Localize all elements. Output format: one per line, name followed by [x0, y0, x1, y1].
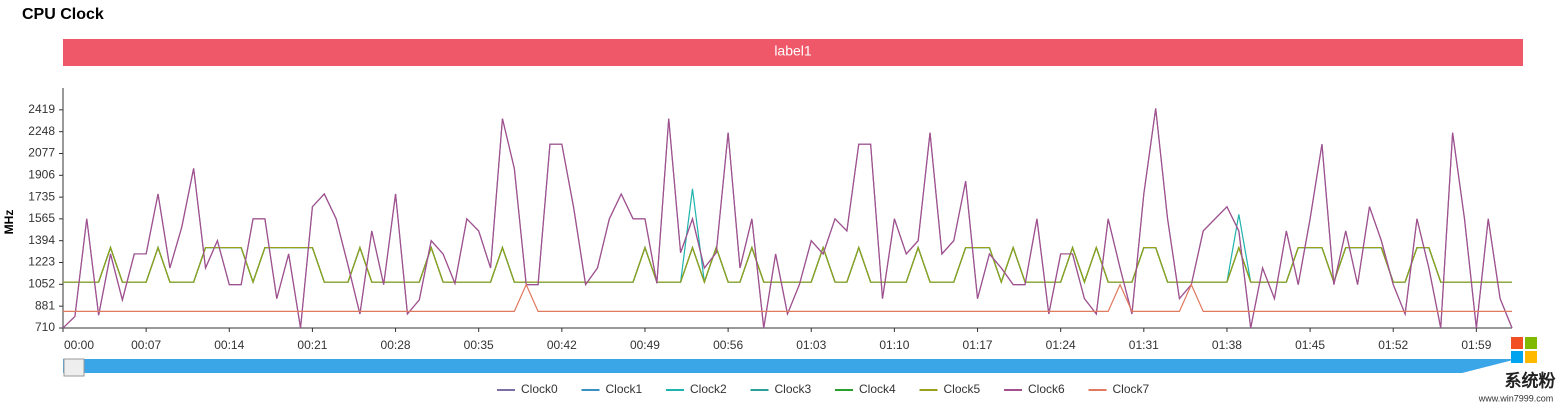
y-tick-label: 2077 — [28, 146, 55, 160]
logo-tile — [1511, 351, 1523, 363]
watermark: 系统粉 www.win7999.com — [1478, 337, 1556, 403]
x-tick-label: 01:31 — [1129, 338, 1159, 352]
series-line — [62, 108, 1513, 329]
legend-label: Clock1 — [606, 382, 643, 396]
series-line — [63, 283, 1512, 313]
x-tick-label: 01:45 — [1295, 338, 1325, 352]
y-tick-label: 1223 — [28, 255, 55, 269]
x-tick-label: 00:21 — [297, 338, 327, 352]
zoom-slider-edge — [1462, 359, 1517, 373]
x-tick-label: 01:38 — [1212, 338, 1242, 352]
x-tick-label: 01:17 — [963, 338, 993, 352]
watermark-name: 系统粉 — [1505, 370, 1556, 390]
legend-label: Clock5 — [944, 382, 981, 396]
logo-tile — [1511, 337, 1523, 349]
zoom-slider[interactable] — [63, 359, 1517, 373]
y-tick-label: 1394 — [28, 233, 55, 247]
series-line — [63, 245, 1512, 284]
legend-label: Clock6 — [1028, 382, 1065, 396]
x-tick-label: 00:56 — [713, 338, 743, 352]
legend-label: Clock0 — [521, 382, 558, 396]
zoom-handle[interactable] — [63, 358, 85, 377]
legend-label: Clock2 — [690, 382, 727, 396]
logo-tile — [1525, 337, 1537, 349]
legend-item[interactable]: Clock4 — [835, 382, 896, 396]
legend-item[interactable]: Clock2 — [666, 382, 727, 396]
y-tick-label: 1565 — [28, 211, 55, 225]
series-line — [63, 245, 1512, 284]
banner-label: label1 — [774, 43, 812, 59]
x-tick-label: 01:24 — [1046, 338, 1076, 352]
y-tick-label: 2248 — [28, 124, 55, 138]
y-tick-label: 1906 — [28, 167, 55, 181]
x-tick-label: 01:10 — [879, 338, 909, 352]
x-tick-label: 00:07 — [131, 338, 161, 352]
watermark-url: www.win7999.com — [1478, 393, 1554, 403]
legend-item[interactable]: Clock6 — [1004, 382, 1065, 396]
legend-label: Clock3 — [775, 382, 812, 396]
x-tick-label: 00:28 — [381, 338, 411, 352]
x-tick-label: 01:03 — [796, 338, 826, 352]
logo-tile — [1525, 351, 1537, 363]
series-line — [62, 108, 1513, 329]
series-line — [63, 245, 1512, 284]
banner — [63, 39, 1523, 66]
series-line — [63, 245, 1512, 284]
y-tick-label: 1052 — [28, 277, 55, 291]
x-tick-label: 01:52 — [1378, 338, 1408, 352]
x-tick-label: 00:42 — [547, 338, 577, 352]
legend-item[interactable]: Clock7 — [1088, 382, 1150, 396]
x-tick-label: 00:49 — [630, 338, 660, 352]
x-tick-label: 00:35 — [464, 338, 494, 352]
y-tick-label: 710 — [35, 320, 55, 334]
legend-item[interactable]: Clock5 — [919, 382, 981, 396]
legend-item[interactable]: Clock1 — [581, 382, 643, 396]
legend-label: Clock7 — [1113, 382, 1150, 396]
chart-title: CPU Clock — [22, 6, 104, 23]
x-tick-label: 00:00 — [64, 338, 94, 352]
legend-label: Clock4 — [859, 382, 896, 396]
y-axis-label: MHz — [2, 210, 16, 235]
legend-item[interactable]: Clock3 — [750, 382, 812, 396]
y-tick-label: 1735 — [28, 189, 55, 203]
x-tick-label: 01:59 — [1461, 338, 1491, 352]
legend-item[interactable]: Clock0 — [497, 382, 558, 396]
y-tick-label: 881 — [35, 298, 55, 312]
y-tick-label: 2419 — [28, 102, 55, 116]
x-tick-label: 00:14 — [214, 338, 244, 352]
